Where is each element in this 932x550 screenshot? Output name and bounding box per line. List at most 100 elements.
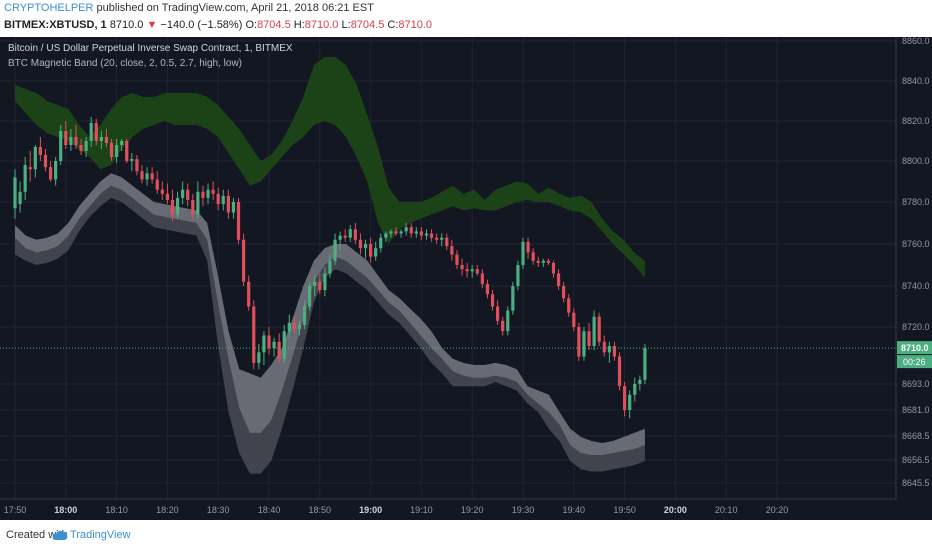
candle-body-up: [323, 273, 327, 291]
candle-body-down: [394, 231, 398, 234]
open-label: O:: [245, 19, 258, 31]
candle-body-up: [231, 202, 236, 213]
candle-body-down: [247, 281, 251, 307]
price-axis: [896, 37, 932, 520]
candle-body-down: [226, 195, 230, 213]
footer: Created with TradingView: [0, 524, 932, 550]
candle-body-up: [333, 239, 337, 261]
candle-body-down: [612, 346, 617, 357]
price-chart[interactable]: 8860.0 8840.0 8820.0 8800.0 8780.0 8760.0 8740…: [0, 37, 932, 520]
candle-body-down: [201, 191, 205, 198]
candle-body-down: [409, 227, 413, 234]
candle-body-down: [38, 147, 42, 155]
candle-body-down: [242, 239, 246, 282]
time-tick-label: 18:20: [156, 505, 179, 515]
close-value: 8710.0: [398, 19, 433, 31]
time-tick-label: 19:10: [410, 505, 433, 515]
candle-body-up: [302, 306, 307, 325]
candle-body-down: [455, 254, 459, 265]
candle-body-up: [633, 384, 637, 395]
candle-body-up: [607, 346, 611, 353]
time-tick-label: 18:00: [54, 505, 77, 515]
candle-body-up: [328, 260, 332, 274]
candle-body-up: [338, 235, 342, 240]
candle-body-up: [206, 189, 210, 198]
price-tick-label: 8720.0: [902, 322, 930, 332]
candle-body-down: [64, 131, 68, 145]
candle-body-down: [155, 179, 159, 190]
candle-body-down: [277, 341, 281, 359]
candle-body-down: [572, 312, 576, 327]
candle-body-up: [404, 227, 408, 232]
candle-body-down: [490, 294, 495, 307]
candle-body-down: [186, 189, 190, 200]
candle-body-up: [262, 335, 266, 353]
author-link[interactable]: CRYPTOHELPER: [4, 2, 94, 14]
candle-body-down: [369, 244, 373, 257]
symbol-ohlc-row: BITMEX:XBTUSD, 1 8710.0 ▼ −140.0 (−1.58%…: [4, 19, 432, 35]
candle-body-up: [120, 141, 124, 145]
time-tick-label: 19:40: [563, 505, 586, 515]
price-tick-label: 8860.0: [902, 37, 930, 46]
candle-body-up: [628, 394, 632, 410]
last-price-tag: [897, 341, 932, 355]
candle-body-down: [318, 281, 322, 291]
candle-body-down: [551, 262, 556, 274]
last-price: 8710.0: [109, 19, 144, 31]
candle-body-down: [450, 246, 454, 255]
candle-body-up: [18, 191, 22, 205]
candle-body-down: [460, 265, 464, 270]
time-tick-label: 19:00: [359, 505, 382, 515]
candle-body-up: [115, 145, 119, 157]
candle-body-up: [23, 165, 27, 192]
candle-body-up: [54, 161, 58, 180]
countdown-tag: [897, 355, 932, 369]
symbol-label[interactable]: BITMEX:XBTUSD, 1: [4, 19, 107, 31]
time-tick-label: 18:30: [207, 505, 230, 515]
countdown-label: 00:26: [903, 357, 926, 367]
candle-body-down: [292, 322, 296, 330]
candle-body-up: [414, 231, 418, 234]
last-price-tag-label: 8710.0: [901, 343, 929, 353]
candle-body-up: [541, 260, 545, 263]
candle-body-up: [643, 348, 647, 380]
published-text: published on TradingView.com, April 21, …: [96, 2, 374, 14]
candle-body-down: [496, 306, 500, 321]
series-legend[interactable]: Bitcoin / US Dollar Perpetual Inverse Sw…: [8, 43, 293, 54]
candle-body-down: [562, 286, 566, 299]
candle-body-up: [313, 281, 317, 286]
candle-body-up: [506, 310, 510, 332]
candle-body-down: [252, 306, 256, 363]
price-tick-label: 8668.5: [902, 431, 930, 441]
candle-body-up: [99, 137, 103, 141]
price-tick-label: 8656.5: [902, 455, 930, 465]
candle-body-down: [465, 269, 469, 272]
candle-body-down: [191, 199, 195, 215]
candle-body-up: [69, 137, 73, 145]
time-tick-label: 20:20: [766, 505, 789, 515]
tradingview-cloud-icon: [52, 530, 68, 540]
price-tick-label: 8840.0: [902, 76, 930, 86]
candle-body-down: [445, 237, 449, 247]
candle-body-up: [33, 147, 37, 170]
candle-body-down: [480, 273, 484, 284]
candle-body-down: [536, 260, 540, 263]
candle-body-down: [546, 260, 550, 263]
time-tick-label: 18:40: [258, 505, 281, 515]
candle-body-down: [135, 159, 139, 172]
time-tick-label: 19:30: [512, 505, 535, 515]
indicator-legend[interactable]: BTC Magnetic Band (20, close, 2, 0.5, 2.…: [8, 58, 243, 69]
tradingview-brand[interactable]: TradingView: [70, 529, 131, 541]
candle-body-up: [181, 189, 185, 198]
candle-body-up: [59, 131, 63, 161]
candle-body-up: [130, 159, 134, 161]
candle-body-down: [475, 269, 479, 274]
price-change: −140.0 (−1.58%): [160, 19, 243, 31]
candle-body-down: [358, 239, 363, 249]
candle-body-up: [221, 195, 225, 205]
candle-body-down: [216, 193, 220, 205]
candle-body-down: [109, 143, 114, 157]
candle-body-up: [272, 341, 276, 349]
chart-area[interactable]: 8860.0 8840.0 8820.0 8800.0 8780.0 8760.0 8740…: [0, 37, 932, 520]
candle-body-down: [125, 141, 129, 161]
